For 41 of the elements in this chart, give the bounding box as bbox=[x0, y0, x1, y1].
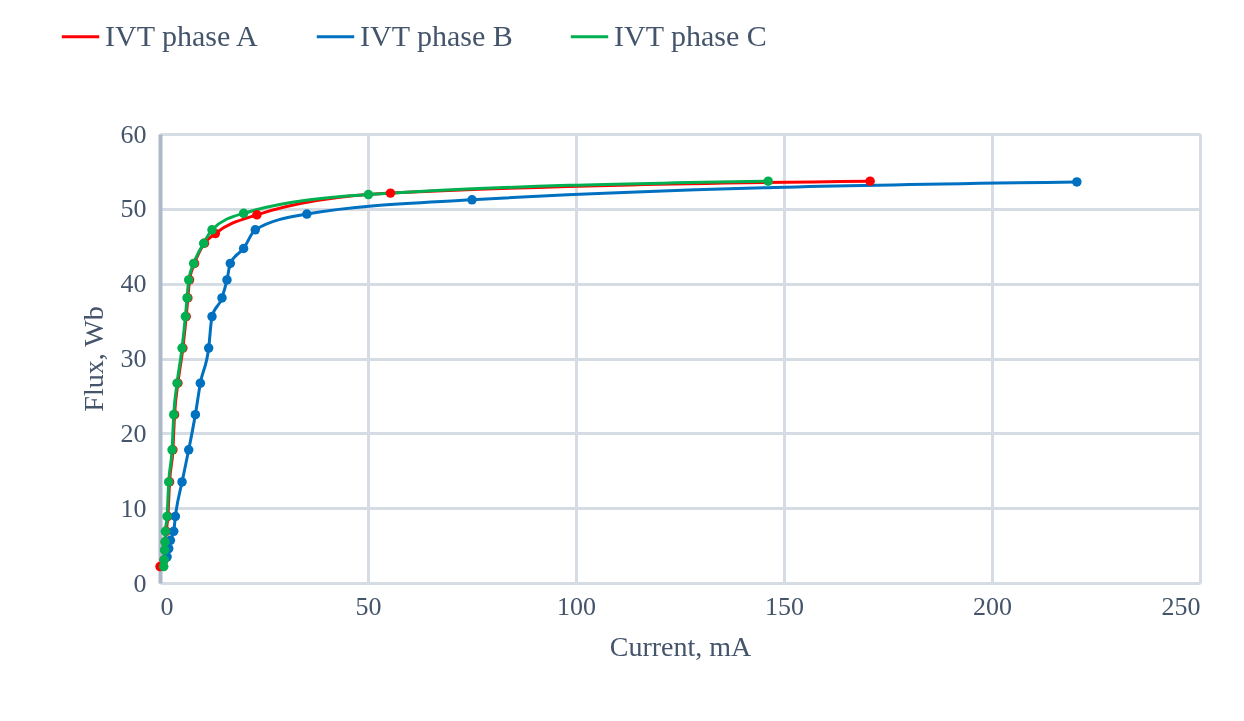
y-tick-label: 10 bbox=[120, 493, 147, 523]
point bbox=[177, 477, 187, 487]
point bbox=[190, 409, 201, 420]
point bbox=[225, 258, 236, 269]
point bbox=[222, 275, 232, 285]
point bbox=[302, 209, 312, 219]
point bbox=[1072, 177, 1082, 187]
point bbox=[250, 225, 261, 235]
point bbox=[238, 208, 249, 219]
point bbox=[385, 188, 396, 198]
point bbox=[170, 511, 181, 522]
x-tick-label: 150 bbox=[765, 591, 804, 621]
legend-label: IVT phase C bbox=[614, 18, 767, 52]
point bbox=[252, 210, 262, 220]
x-tick-label: 100 bbox=[557, 591, 596, 621]
x-axis-title: Current, mA bbox=[609, 630, 753, 662]
y-tick-label: 50 bbox=[120, 194, 147, 224]
point bbox=[183, 445, 194, 455]
y-axis-title: Flux, Wb bbox=[77, 306, 109, 412]
point bbox=[207, 225, 217, 235]
point bbox=[363, 189, 374, 200]
x-tick-label: 50 bbox=[355, 591, 382, 621]
x-tick-label: 0 bbox=[160, 591, 174, 621]
point bbox=[865, 176, 875, 186]
y-tick-label: 40 bbox=[120, 269, 147, 299]
point bbox=[217, 293, 227, 303]
y-tick-label: 30 bbox=[120, 344, 147, 373]
point bbox=[203, 343, 214, 353]
y-tick-label: 0 bbox=[133, 568, 147, 598]
legend-label: IVT phase A bbox=[105, 18, 259, 52]
legend-label: IVT phase B bbox=[360, 18, 513, 52]
x-tick-label: 250 bbox=[1161, 591, 1201, 621]
point bbox=[763, 176, 773, 186]
x-tick-label: 200 bbox=[973, 591, 1012, 621]
y-tick-label: 60 bbox=[120, 119, 147, 149]
point bbox=[195, 378, 206, 388]
point bbox=[238, 243, 249, 254]
point bbox=[207, 311, 217, 322]
point bbox=[467, 195, 477, 205]
point bbox=[168, 526, 179, 537]
y-tick-label: 20 bbox=[120, 418, 147, 448]
